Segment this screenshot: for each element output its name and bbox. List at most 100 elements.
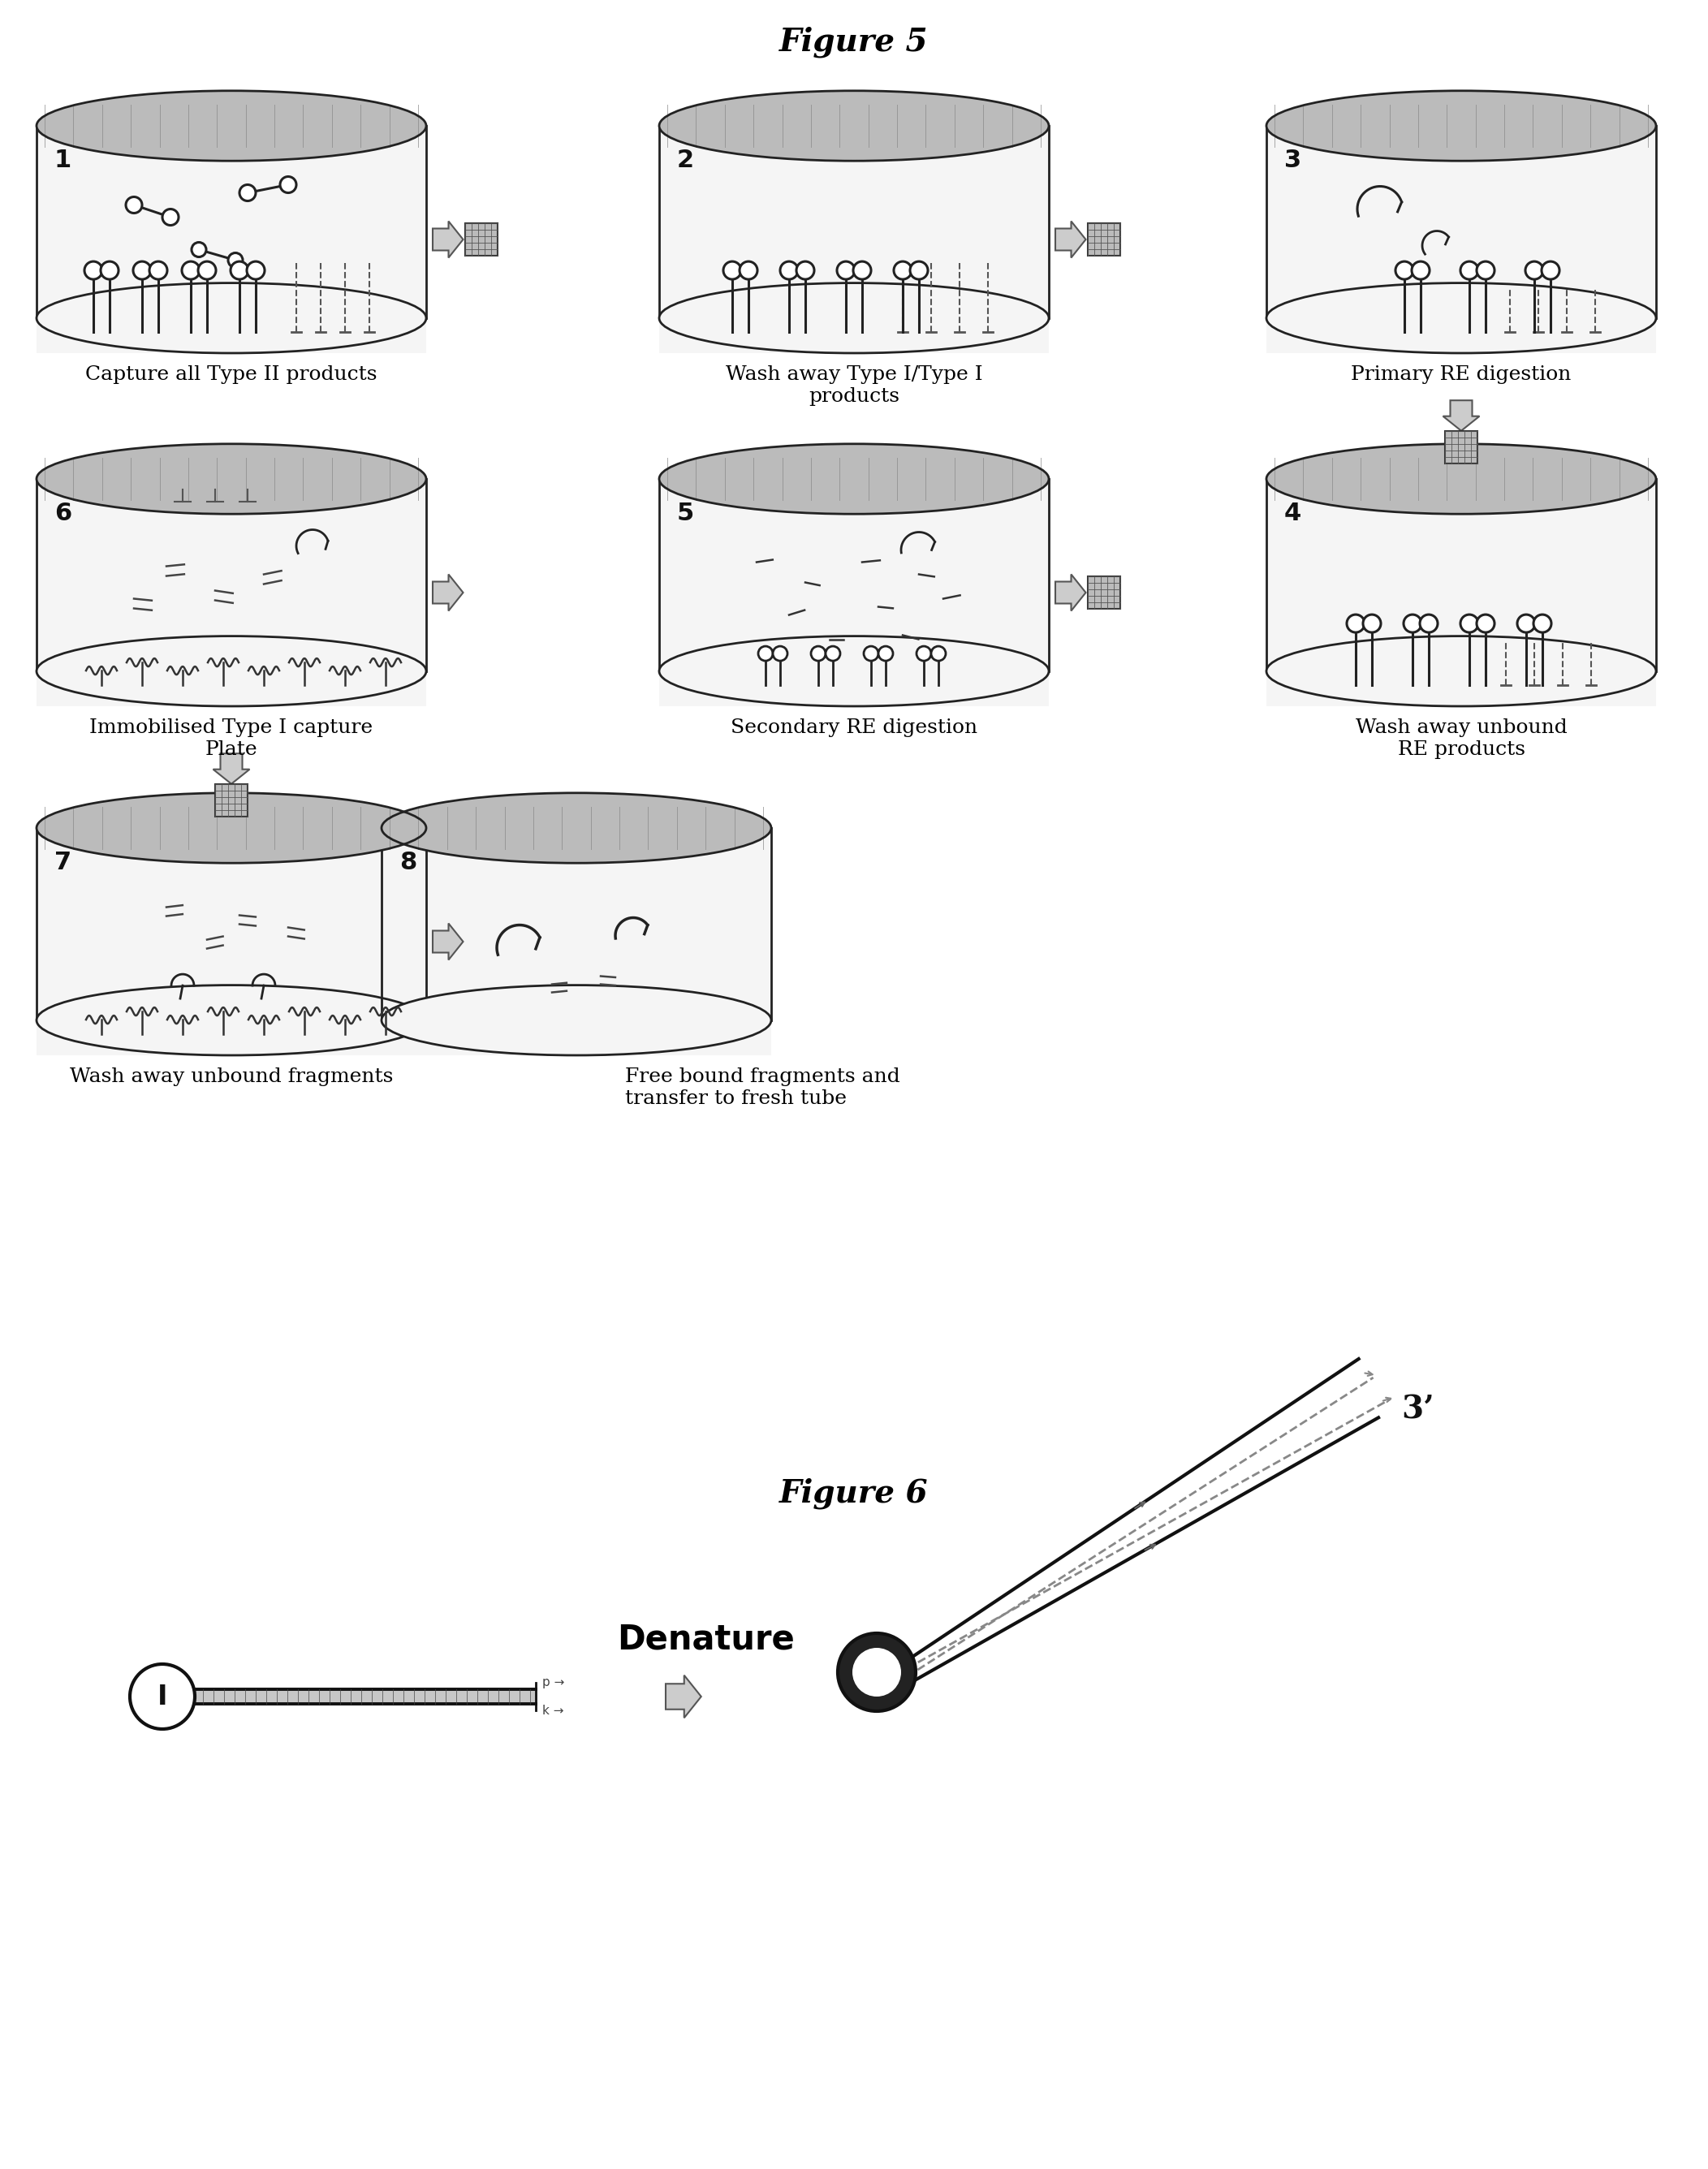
Circle shape	[864, 646, 878, 662]
Polygon shape	[659, 126, 1049, 354]
Circle shape	[1542, 262, 1559, 280]
Ellipse shape	[1266, 636, 1657, 707]
Bar	[1088, 577, 1120, 609]
Circle shape	[740, 262, 757, 280]
Circle shape	[917, 646, 931, 662]
Circle shape	[1413, 262, 1430, 280]
Text: 2: 2	[676, 147, 693, 171]
Circle shape	[1525, 262, 1544, 280]
Circle shape	[1363, 614, 1380, 633]
Circle shape	[825, 646, 840, 662]
Circle shape	[231, 262, 248, 280]
Ellipse shape	[36, 794, 427, 863]
Circle shape	[1419, 614, 1438, 633]
Circle shape	[1477, 262, 1494, 280]
Polygon shape	[214, 753, 249, 783]
Circle shape	[811, 646, 825, 662]
Bar	[465, 223, 497, 256]
Text: Figure 6: Figure 6	[779, 1477, 929, 1510]
Circle shape	[84, 262, 102, 280]
Circle shape	[239, 184, 256, 202]
Circle shape	[931, 646, 946, 662]
Circle shape	[758, 646, 772, 662]
Circle shape	[149, 262, 167, 280]
Circle shape	[1346, 614, 1365, 633]
Ellipse shape	[36, 282, 427, 354]
Polygon shape	[432, 221, 463, 258]
Circle shape	[796, 262, 815, 280]
Polygon shape	[432, 924, 463, 961]
Circle shape	[854, 262, 871, 280]
Circle shape	[772, 646, 787, 662]
Text: Figure 5: Figure 5	[779, 26, 929, 59]
Circle shape	[181, 262, 200, 280]
Circle shape	[229, 254, 243, 267]
Circle shape	[878, 646, 893, 662]
Bar	[195, 1690, 536, 1705]
Circle shape	[781, 262, 798, 280]
Circle shape	[162, 208, 179, 226]
Circle shape	[837, 262, 854, 280]
Text: 6: 6	[55, 501, 72, 525]
Polygon shape	[1443, 401, 1479, 432]
Ellipse shape	[1266, 282, 1657, 354]
Text: Denature: Denature	[618, 1622, 794, 1657]
Ellipse shape	[381, 794, 772, 863]
Ellipse shape	[36, 636, 427, 707]
Text: Free bound fragments and
transfer to fresh tube: Free bound fragments and transfer to fre…	[625, 1067, 900, 1108]
Text: 7: 7	[55, 850, 72, 874]
Circle shape	[133, 262, 150, 280]
Circle shape	[1460, 614, 1477, 633]
Circle shape	[1460, 262, 1477, 280]
Ellipse shape	[381, 985, 772, 1056]
Circle shape	[1517, 614, 1535, 633]
Circle shape	[246, 262, 265, 280]
Text: 3: 3	[1284, 147, 1301, 171]
Ellipse shape	[659, 91, 1049, 161]
Circle shape	[1534, 614, 1551, 633]
Polygon shape	[1266, 126, 1657, 354]
Circle shape	[1395, 262, 1413, 280]
Circle shape	[893, 262, 912, 280]
Polygon shape	[659, 479, 1049, 707]
Circle shape	[126, 197, 142, 213]
Circle shape	[837, 1633, 915, 1711]
Text: Capture all Type II products: Capture all Type II products	[85, 364, 377, 384]
Ellipse shape	[36, 91, 427, 161]
Circle shape	[101, 262, 118, 280]
Circle shape	[1477, 614, 1494, 633]
Polygon shape	[1266, 479, 1657, 707]
Text: Wash away Type I/Type I
products: Wash away Type I/Type I products	[726, 364, 982, 406]
Circle shape	[1404, 614, 1421, 633]
Polygon shape	[36, 126, 427, 354]
Text: p →: p →	[541, 1677, 565, 1690]
Polygon shape	[36, 479, 427, 707]
Bar	[1088, 223, 1120, 256]
Text: Secondary RE digestion: Secondary RE digestion	[731, 718, 977, 737]
Text: 4: 4	[1284, 501, 1301, 525]
Text: 3’: 3’	[1401, 1395, 1435, 1425]
Polygon shape	[432, 575, 463, 612]
Circle shape	[722, 262, 741, 280]
Polygon shape	[36, 829, 427, 1056]
Text: Wash away unbound
RE products: Wash away unbound RE products	[1356, 718, 1566, 759]
Ellipse shape	[659, 636, 1049, 707]
Text: I: I	[157, 1683, 167, 1709]
Ellipse shape	[1266, 91, 1657, 161]
Circle shape	[280, 176, 295, 193]
Circle shape	[910, 262, 927, 280]
Ellipse shape	[1266, 445, 1657, 514]
Text: 1: 1	[55, 147, 72, 171]
Polygon shape	[666, 1674, 702, 1718]
Polygon shape	[1056, 575, 1086, 612]
Ellipse shape	[36, 445, 427, 514]
Circle shape	[852, 1648, 902, 1696]
Circle shape	[130, 1664, 195, 1729]
Circle shape	[191, 243, 207, 256]
Ellipse shape	[659, 282, 1049, 354]
Text: Primary RE digestion: Primary RE digestion	[1351, 364, 1571, 384]
Polygon shape	[1056, 221, 1086, 258]
Text: 8: 8	[400, 850, 417, 874]
Bar	[215, 783, 248, 816]
Ellipse shape	[659, 445, 1049, 514]
